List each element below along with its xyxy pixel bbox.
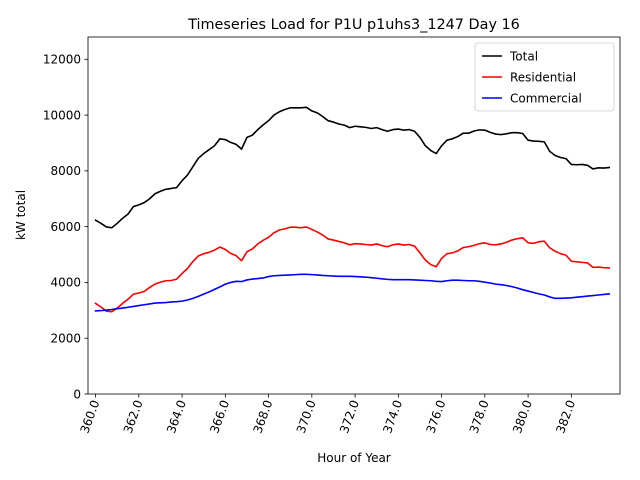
y-tick-label: 4000 (50, 276, 81, 290)
x-tick-label: 372.0 (337, 398, 362, 435)
legend: Total Residential Commercial (474, 42, 615, 112)
plot-frame (87, 36, 621, 395)
x-axis-label: Hour of Year (317, 451, 391, 465)
legend-label-residential: Residential (510, 70, 576, 84)
x-tick-label: 364.0 (164, 398, 189, 435)
legend-label-commercial: Commercial (510, 91, 582, 105)
y-axis-label: kW total (14, 190, 28, 240)
x-tick-label: 362.0 (121, 398, 146, 435)
series-line-commercial (94, 273, 611, 312)
y-tick-label: 6000 (50, 220, 81, 234)
x-tick-label: 376.0 (423, 398, 448, 435)
y-tick-label: 12000 (43, 53, 81, 67)
y-tick-label: 10000 (43, 108, 81, 122)
y-tick-label: 8000 (50, 164, 81, 178)
x-tick-label: 378.0 (467, 398, 492, 435)
legend-box (474, 42, 615, 112)
x-tick-label: 374.0 (380, 398, 405, 435)
x-tick-label: 382.0 (553, 398, 578, 435)
series-line-residential (94, 226, 611, 313)
legend-label-total: Total (509, 49, 538, 63)
x-tick-label: 370.0 (294, 398, 319, 435)
x-tick-label: 368.0 (250, 398, 275, 435)
x-tick-label: 366.0 (207, 398, 232, 435)
series-line-total (94, 106, 611, 229)
x-tick-label: 360.0 (77, 398, 102, 435)
y-tick-label: 2000 (50, 332, 81, 346)
x-tick-label: 380.0 (510, 398, 535, 435)
chart-title: Timeseries Load for P1U p1uhs3_1247 Day … (187, 17, 520, 33)
y-tick-label: 0 (73, 387, 81, 401)
